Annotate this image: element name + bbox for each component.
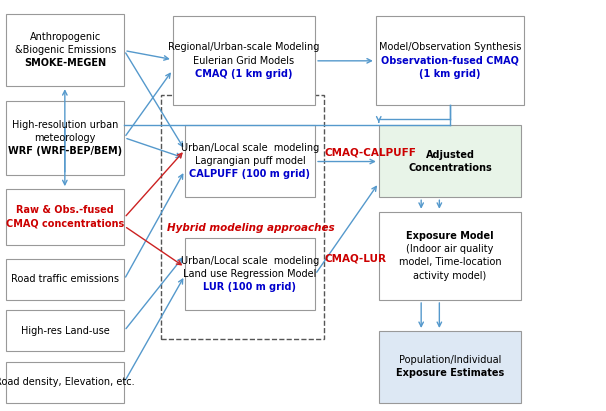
Bar xyxy=(6,362,124,403)
Text: Population/Individual: Population/Individual xyxy=(399,355,501,365)
Text: Anthropogenic: Anthropogenic xyxy=(30,32,101,42)
Text: model, Time-location: model, Time-location xyxy=(399,257,501,268)
Text: Observation-fused CMAQ: Observation-fused CMAQ xyxy=(381,55,519,66)
Text: LUR (100 m grid): LUR (100 m grid) xyxy=(204,282,296,293)
Bar xyxy=(185,125,315,197)
Text: Road traffic emissions: Road traffic emissions xyxy=(11,275,119,284)
Bar xyxy=(379,212,521,300)
Bar xyxy=(376,16,524,105)
Text: activity model): activity model) xyxy=(413,270,487,281)
Text: Regional/Urban-scale Modeling: Regional/Urban-scale Modeling xyxy=(168,42,319,53)
Text: CALPUFF (100 m grid): CALPUFF (100 m grid) xyxy=(190,169,310,180)
Bar xyxy=(6,259,124,300)
Text: Raw & Obs.-fused: Raw & Obs.-fused xyxy=(16,205,114,215)
Text: Exposure Model: Exposure Model xyxy=(406,231,494,241)
Text: &Biogenic Emissions: &Biogenic Emissions xyxy=(15,45,116,55)
Text: CMAQ-LUR: CMAQ-LUR xyxy=(324,254,386,264)
Text: High-res Land-use: High-res Land-use xyxy=(21,326,110,336)
Bar xyxy=(185,238,315,310)
Text: Road density, Elevation, etc.: Road density, Elevation, etc. xyxy=(0,377,135,387)
Text: Concentrations: Concentrations xyxy=(408,163,492,173)
Text: Urban/Local scale  modeling: Urban/Local scale modeling xyxy=(181,256,319,266)
Text: meteorology: meteorology xyxy=(35,133,96,143)
Text: Lagrangian puff model: Lagrangian puff model xyxy=(195,156,305,166)
Text: (Indoor air quality: (Indoor air quality xyxy=(406,244,494,254)
Text: Urban/Local scale  modeling: Urban/Local scale modeling xyxy=(181,143,319,153)
Text: Land use Regression Model: Land use Regression Model xyxy=(183,269,317,279)
Text: CMAQ (1 km grid): CMAQ (1 km grid) xyxy=(195,69,293,79)
Bar xyxy=(173,16,315,105)
Text: SMOKE-MEGEN: SMOKE-MEGEN xyxy=(24,58,106,69)
Bar xyxy=(6,189,124,245)
Bar xyxy=(161,95,324,339)
Text: High-resolution urban: High-resolution urban xyxy=(12,120,118,129)
Text: CMAQ concentrations: CMAQ concentrations xyxy=(6,218,124,229)
Bar xyxy=(379,331,521,403)
Text: Model/Observation Synthesis: Model/Observation Synthesis xyxy=(379,42,521,53)
Text: Hybrid modeling approaches: Hybrid modeling approaches xyxy=(167,223,335,233)
Text: Adjusted: Adjusted xyxy=(425,150,474,160)
Text: Exposure Estimates: Exposure Estimates xyxy=(396,368,504,379)
Text: (1 km grid): (1 km grid) xyxy=(419,69,481,79)
Text: CMAQ-CALPUFF: CMAQ-CALPUFF xyxy=(324,147,416,157)
Text: WRF (WRF-BEP/BEM): WRF (WRF-BEP/BEM) xyxy=(8,146,122,156)
Bar xyxy=(6,101,124,175)
Bar xyxy=(379,125,521,197)
Text: Eulerian Grid Models: Eulerian Grid Models xyxy=(193,55,295,66)
Bar xyxy=(6,14,124,86)
Bar xyxy=(6,310,124,351)
